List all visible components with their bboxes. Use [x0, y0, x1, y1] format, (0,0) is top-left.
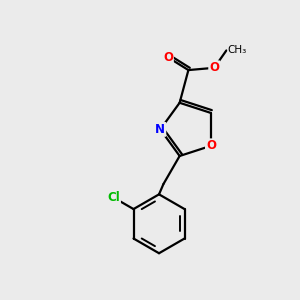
Text: Cl: Cl [107, 191, 120, 204]
Text: O: O [163, 51, 173, 64]
Text: N: N [155, 123, 165, 136]
Text: O: O [209, 61, 219, 74]
Text: O: O [206, 139, 216, 152]
Text: CH₃: CH₃ [228, 46, 247, 56]
